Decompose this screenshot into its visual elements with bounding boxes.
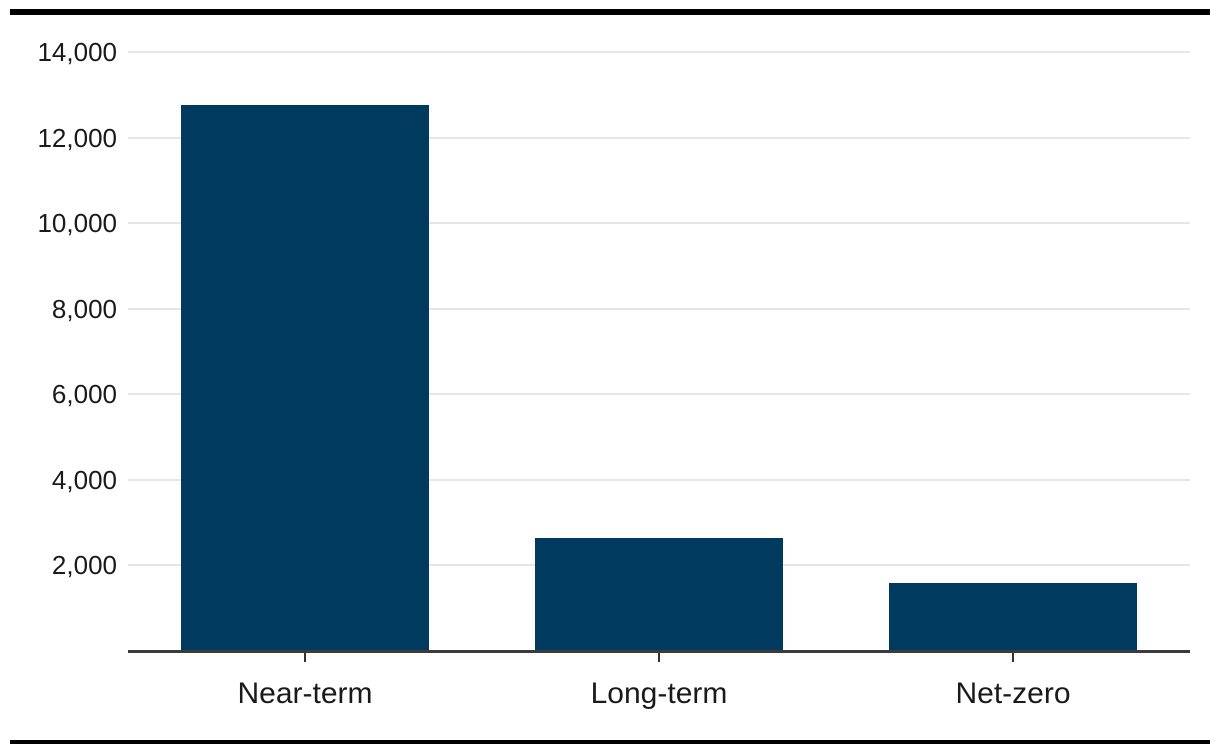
- x-tick-net-zero: [1012, 653, 1014, 662]
- bar-net-zero: [889, 582, 1137, 651]
- bar-near-term: [181, 105, 429, 651]
- gridline-12000: [128, 136, 1190, 139]
- y-tick-label-6000: 6,000: [51, 379, 117, 410]
- top-border-rule: [10, 9, 1210, 15]
- x-category-label-near-term: Near-term: [237, 677, 373, 710]
- y-tick-label-2000: 2,000: [51, 550, 117, 581]
- gridline-14000: [128, 51, 1190, 53]
- gridline-8000: [128, 307, 1190, 310]
- gridline-10000: [128, 222, 1190, 225]
- x-category-label-net-zero: Net-zero: [955, 677, 1071, 710]
- x-tick-near-term: [304, 653, 306, 662]
- x-category-label-long-term: Long-term: [590, 677, 728, 710]
- y-tick-label-4000: 4,000: [51, 464, 117, 495]
- bottom-border-rule: [10, 740, 1210, 744]
- y-tick-label-12000: 12,000: [37, 122, 117, 153]
- bar-long-term: [535, 537, 783, 651]
- y-tick-label-10000: 10,000: [37, 208, 117, 239]
- gridline-6000: [128, 393, 1190, 396]
- y-tick-label-14000: 14,000: [37, 37, 117, 67]
- gridline-4000: [128, 478, 1190, 481]
- x-tick-long-term: [658, 653, 660, 662]
- x-axis-line: [128, 650, 1190, 653]
- y-tick-label-8000: 8,000: [51, 293, 117, 324]
